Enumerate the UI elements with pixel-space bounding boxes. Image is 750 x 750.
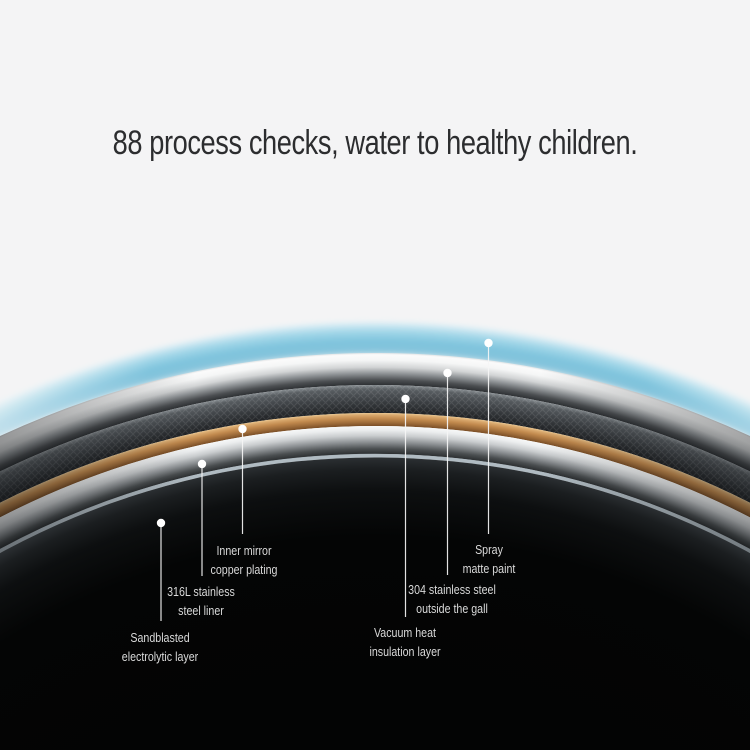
callout-dot-304-stainless-steel [443,368,452,378]
label-line: Spray [475,542,503,557]
callout-dot-spray-matte-paint [484,338,493,348]
label-line: Vacuum heat [373,625,437,640]
label-line: Sandblasted [130,630,190,645]
label-line: electrolytic layer [121,649,199,664]
label-sandblasted-electrolytic: Sandblasted electrolytic layer [86,628,234,666]
layer-interior-sandblasted [0,457,750,750]
label-spray-matte-paint: Spray matte paint [415,540,563,578]
label-line: 304 stainless steel [408,582,496,597]
label-316l-stainless-steel: 316L stainless steel liner [127,582,275,620]
callout-dot-316l-stainless-steel [197,459,207,469]
callout-dot-vacuum-insulation [401,394,410,404]
layer-arc-spray-edge-haze [0,320,750,439]
label-line: steel liner [178,603,224,618]
callout-dots [156,338,493,528]
label-copper-plating: Inner mirror copper plating [170,541,318,579]
callout-dot-sandblasted-electrolytic [156,518,166,528]
arc-side-shading-overlay [0,353,750,554]
label-line: copper plating [210,562,278,577]
page-title: 88 process checks, water to healthy chil… [112,124,638,162]
label-line: outside the gall [416,601,488,616]
label-line: matte paint [462,561,516,576]
label-line: insulation layer [369,644,441,659]
label-vacuum-insulation: Vacuum heat insulation layer [331,623,479,661]
callout-lines [160,343,490,621]
label-304-stainless-steel: 304 stainless steel outside the gall [378,580,526,618]
label-line: 316L stainless [167,584,235,599]
callout-dot-copper-plating [238,424,247,434]
label-line: Inner mirror [216,543,272,558]
